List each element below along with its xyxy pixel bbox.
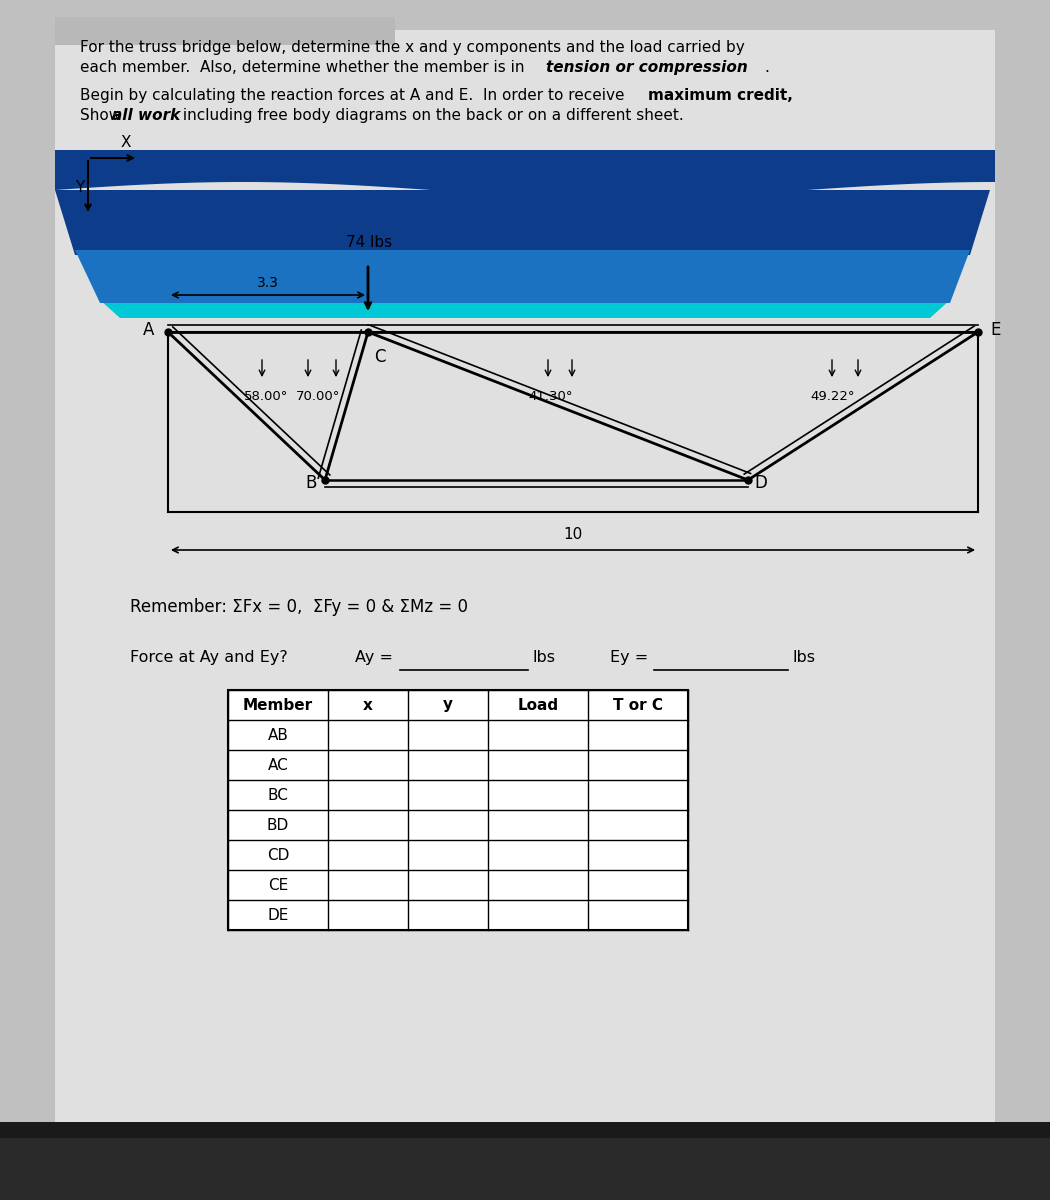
Text: AB: AB xyxy=(268,727,289,743)
Text: Ay =: Ay = xyxy=(355,650,393,665)
Text: A: A xyxy=(143,320,154,338)
Polygon shape xyxy=(55,190,990,254)
Text: including free body diagrams on the back or on a different sheet.: including free body diagrams on the back… xyxy=(178,108,684,122)
Polygon shape xyxy=(55,150,995,198)
Bar xyxy=(55,17,395,44)
Polygon shape xyxy=(75,250,970,302)
Text: DELL: DELL xyxy=(483,1134,567,1163)
Polygon shape xyxy=(100,300,950,318)
Text: lbs: lbs xyxy=(533,650,556,665)
Text: Force at Ay and Ey?: Force at Ay and Ey? xyxy=(130,650,288,665)
Text: Load: Load xyxy=(518,697,559,713)
Text: tension or compression: tension or compression xyxy=(546,60,748,74)
Text: 3.3: 3.3 xyxy=(257,276,279,290)
Bar xyxy=(228,690,688,930)
Text: 49.22°: 49.22° xyxy=(810,390,855,403)
Text: X: X xyxy=(121,134,131,150)
Text: 10: 10 xyxy=(564,527,583,542)
Text: lbs: lbs xyxy=(793,650,816,665)
Text: each member.  Also, determine whether the member is in: each member. Also, determine whether the… xyxy=(80,60,529,74)
Bar xyxy=(0,1138,1050,1200)
Text: 41.30°: 41.30° xyxy=(528,390,572,403)
Text: E: E xyxy=(990,320,1001,338)
Bar xyxy=(0,1122,1050,1200)
Text: D: D xyxy=(754,474,766,492)
Text: BD: BD xyxy=(267,817,289,833)
Text: 70.00°: 70.00° xyxy=(296,390,340,403)
Text: B: B xyxy=(306,474,317,492)
Text: BC: BC xyxy=(268,787,289,803)
Text: Y: Y xyxy=(76,180,85,194)
Text: T or C: T or C xyxy=(613,697,663,713)
Text: all work: all work xyxy=(112,108,181,122)
Text: y: y xyxy=(443,697,453,713)
Text: Remember: ΣFx = 0,  ΣFy = 0 & ΣMz = 0: Remember: ΣFx = 0, ΣFy = 0 & ΣMz = 0 xyxy=(130,598,468,616)
Text: C: C xyxy=(374,348,385,366)
Text: 58.00°: 58.00° xyxy=(244,390,289,403)
Text: Show: Show xyxy=(80,108,126,122)
Text: Member: Member xyxy=(243,697,313,713)
Text: For the truss bridge below, determine the x and y components and the load carrie: For the truss bridge below, determine th… xyxy=(80,40,744,55)
Text: .: . xyxy=(764,60,769,74)
Text: AC: AC xyxy=(268,757,289,773)
Text: x: x xyxy=(363,697,373,713)
Text: 74 lbs: 74 lbs xyxy=(346,235,392,250)
Text: maximum credit,: maximum credit, xyxy=(648,88,793,103)
Text: CE: CE xyxy=(268,877,288,893)
Text: CD: CD xyxy=(267,847,289,863)
Bar xyxy=(55,30,995,1126)
Text: DE: DE xyxy=(268,907,289,923)
Text: Begin by calculating the reaction forces at A and E.  In order to receive: Begin by calculating the reaction forces… xyxy=(80,88,629,103)
Text: Ey =: Ey = xyxy=(610,650,648,665)
